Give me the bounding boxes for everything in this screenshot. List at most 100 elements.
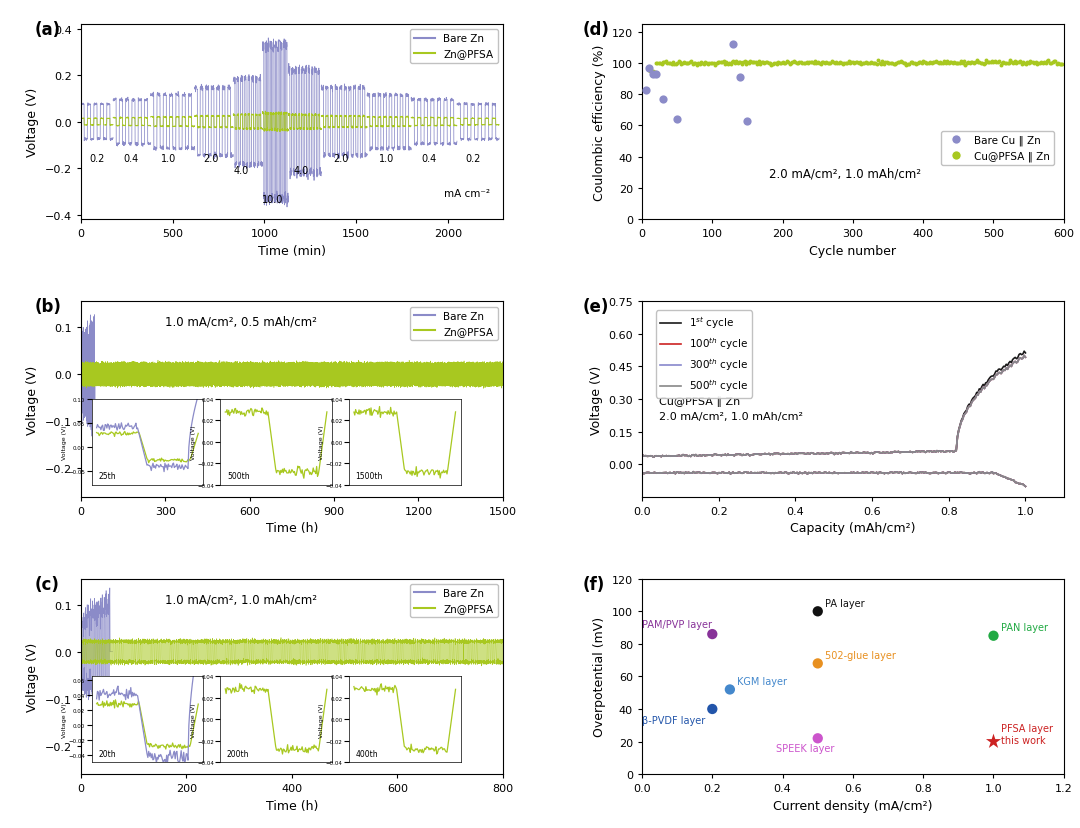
Point <box>1018 56 1036 70</box>
Text: 1.0: 1.0 <box>161 154 177 164</box>
Point <box>660 57 677 70</box>
Text: 2.0: 2.0 <box>203 154 219 164</box>
Point <box>954 57 971 70</box>
Point <box>1038 55 1055 69</box>
Point <box>733 58 751 71</box>
Point <box>637 84 654 97</box>
Point <box>861 57 878 70</box>
Y-axis label: Coulombic efficiency (%): Coulombic efficiency (%) <box>593 45 606 200</box>
300$^{th}$ cycle <box>865 448 878 458</box>
Text: PAN layer: PAN layer <box>1000 623 1048 633</box>
Point <box>649 57 666 70</box>
Text: 2.0 mA/cm², 1.0 mAh/cm²: 2.0 mA/cm², 1.0 mAh/cm² <box>769 167 920 180</box>
Point <box>990 55 1008 69</box>
Point <box>873 58 890 71</box>
Point <box>878 56 895 70</box>
Point <box>637 84 654 97</box>
Point <box>656 56 673 70</box>
Point <box>774 56 792 70</box>
Point <box>1005 55 1023 69</box>
Point <box>651 57 669 70</box>
Point <box>845 56 862 70</box>
Point <box>846 57 863 70</box>
Point <box>766 57 783 70</box>
Point <box>921 57 939 70</box>
100$^{th}$ cycle <box>865 448 878 458</box>
500$^{th}$ cycle <box>637 451 650 461</box>
Point <box>724 56 741 70</box>
Point <box>719 59 737 72</box>
Point <box>707 57 725 70</box>
Point <box>789 58 807 71</box>
Point <box>1014 56 1031 70</box>
Point <box>860 57 877 70</box>
Point <box>1027 56 1044 70</box>
1$^{st}$ cycle <box>647 453 660 463</box>
Point <box>697 56 714 70</box>
Point <box>959 56 976 70</box>
Point <box>1032 56 1050 70</box>
Point <box>760 57 778 70</box>
Point <box>1042 57 1059 70</box>
Point <box>645 65 662 79</box>
Point <box>702 57 719 70</box>
Point <box>926 56 943 70</box>
Point <box>700 59 717 72</box>
Point <box>743 56 760 70</box>
Point <box>775 58 793 71</box>
1$^{st}$ cycle <box>872 448 885 458</box>
Point <box>875 58 892 71</box>
Point <box>982 56 999 70</box>
100$^{th}$ cycle <box>984 375 997 385</box>
Point <box>644 68 661 81</box>
Text: (b): (b) <box>35 298 62 316</box>
Point <box>821 58 838 71</box>
Point <box>999 57 1016 70</box>
Point <box>796 57 813 70</box>
Point <box>777 57 794 70</box>
500$^{th}$ cycle <box>1017 351 1030 361</box>
Point <box>1009 56 1026 70</box>
Text: (a): (a) <box>35 21 60 39</box>
Point <box>867 57 885 70</box>
Point <box>971 56 988 70</box>
Point <box>981 56 998 70</box>
Y-axis label: Voltage (V): Voltage (V) <box>590 365 603 434</box>
Point <box>835 59 852 72</box>
Point <box>716 58 733 71</box>
Point <box>854 57 872 70</box>
Point <box>1036 56 1053 70</box>
Point <box>765 58 782 71</box>
Point <box>677 57 694 70</box>
Text: 0.4: 0.4 <box>421 154 436 164</box>
Point <box>968 55 985 68</box>
Point <box>905 57 922 70</box>
Text: (c): (c) <box>35 575 59 593</box>
Point <box>881 57 899 70</box>
1$^{st}$ cycle <box>1017 347 1030 357</box>
Point <box>840 55 858 69</box>
Point <box>885 59 902 72</box>
Point <box>928 55 945 69</box>
Point <box>644 70 661 83</box>
Point <box>986 55 1003 68</box>
Point <box>795 57 812 70</box>
Point <box>674 58 691 71</box>
Text: 10.0: 10.0 <box>262 195 283 205</box>
Point <box>758 55 775 69</box>
Point <box>1040 55 1057 68</box>
Text: PAM/PVP layer: PAM/PVP layer <box>642 619 712 629</box>
Point <box>813 57 831 70</box>
Point <box>934 57 951 70</box>
X-axis label: Time (h): Time (h) <box>266 799 319 811</box>
1$^{st}$ cycle <box>635 452 648 462</box>
Text: β-PVDF layer: β-PVDF layer <box>642 715 705 725</box>
1$^{st}$ cycle <box>960 406 973 416</box>
Point <box>818 56 835 70</box>
Point <box>1028 59 1045 72</box>
Point <box>721 683 739 696</box>
Point <box>1051 58 1068 71</box>
Point <box>901 58 918 71</box>
Point <box>939 55 956 69</box>
Point <box>943 56 960 70</box>
